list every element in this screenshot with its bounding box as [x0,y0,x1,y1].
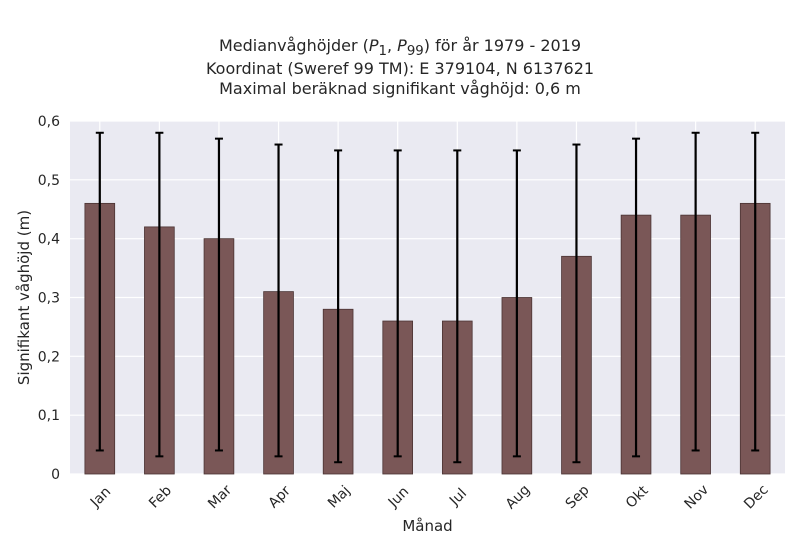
error-bars [95,131,760,464]
x-tick-label: Okt [623,482,652,511]
y-tick-label: 0,3 [38,291,60,307]
y-tick-label: 0,4 [38,232,60,248]
x-tick-label: Mar [205,482,235,512]
x-tick-labels: Jan Feb Mar Apr Maj Jun Jul Aug Sep Okt Nov Dec [87,482,772,513]
x-axis-label: Månad [402,517,452,535]
x-tick-label: Feb [146,483,175,512]
chart-title-line-1: Medianvåghöjder (P1, P99) för år 1979 - … [218,36,582,60]
x-tick-label: Nov [681,482,712,513]
x-tick-label: Jul [446,486,470,510]
x-tick-label: Apr [265,483,294,512]
y-tick-label: 0 [51,467,60,483]
y-axis-label: Signifikant våghöjd (m) [15,210,33,385]
chart-title-line-2: Koordinat (Sweref 99 TM): E 379104, N 61… [205,59,595,78]
x-tick-label: Dec [741,482,771,512]
x-tick-label: Jan [87,484,114,511]
x-tick-label: Maj [325,483,354,512]
x-tick-label: Jun [385,484,412,511]
chart-title-line-3: Maximal beräknad signifikant våghöjd: 0,… [219,79,581,98]
y-tick-labels: 0 0,1 0,2 0,3 0,4 0,5 0,6 [38,114,60,483]
y-tick-label: 0,6 [38,114,60,130]
x-tick-label: Aug [503,482,534,513]
y-tick-label: 0,2 [38,349,60,365]
x-tick-label: Sep [563,482,593,512]
y-tick-label: 0,5 [38,173,60,189]
y-tick-label: 0,1 [38,408,60,424]
